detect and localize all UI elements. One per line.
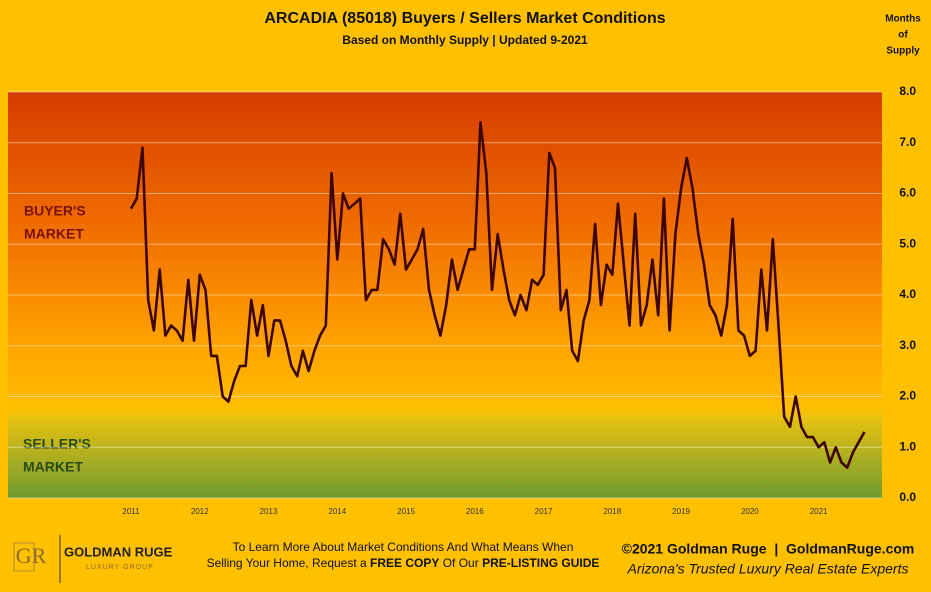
x-tick-label: 2013 (260, 507, 278, 516)
logo-sub: LUXURY GROUP (86, 564, 154, 571)
x-tick-label: 2019 (672, 507, 690, 516)
x-tick-label: 2011 (122, 507, 140, 516)
buyers-market-label: MARKET (24, 226, 84, 242)
y-tick-label: 8.0 (899, 84, 916, 98)
y-tick-label: 6.0 (899, 186, 916, 200)
y-tick-label: 1.0 (899, 439, 916, 453)
copyright: ©2021 Goldman Ruge | GoldmanRuge.com (622, 541, 915, 557)
x-tick-label: 2020 (741, 507, 759, 516)
x-tick-label: 2018 (603, 507, 621, 516)
x-tick-label: 2014 (328, 507, 346, 516)
logo-name: GOLDMAN RUGE (64, 544, 173, 559)
y-tick-label: 0.0 (899, 490, 916, 504)
y-tick-label: 3.0 (899, 338, 916, 352)
y-tick-label: 4.0 (899, 287, 916, 301)
sellers-market-label: MARKET (23, 459, 83, 475)
tagline: Arizona's Trusted Luxury Real Estate Exp… (627, 561, 909, 577)
cta-segment: Of Our (439, 556, 482, 570)
x-tick-label: 2012 (191, 507, 209, 516)
y-axis-label: of (898, 30, 908, 41)
y-tick-label: 7.0 (899, 135, 916, 149)
cta-line: To Learn More About Market Conditions An… (233, 540, 574, 554)
sellers-market-label: SELLER'S (23, 436, 91, 452)
y-tick-label: 5.0 (899, 236, 916, 250)
y-axis-label: Months (885, 14, 921, 25)
cta-segment: PRE-LISTING GUIDE (482, 556, 599, 570)
y-tick-label: 2.0 (899, 389, 916, 403)
x-tick-label: 2016 (466, 507, 484, 516)
logo-mark: GR (16, 543, 47, 568)
x-tick-label: 2017 (535, 507, 553, 516)
cta-segment: Selling Your Home, Request a (207, 556, 370, 570)
x-tick-label: 2015 (397, 507, 415, 516)
x-tick-label: 2021 (810, 507, 828, 516)
cta-segment: FREE COPY (370, 556, 439, 570)
logo-box (13, 542, 35, 572)
series-line (129, 121, 866, 469)
y-axis-label: Supply (886, 46, 920, 57)
cta-line: Selling Your Home, Request a FREE COPY O… (207, 556, 600, 570)
chart-subtitle: Based on Monthly Supply | Updated 9-2021 (342, 33, 588, 47)
chart-title: ARCADIA (85018) Buyers / Sellers Market … (264, 10, 665, 27)
buyers-market-label: BUYER'S (24, 203, 86, 219)
